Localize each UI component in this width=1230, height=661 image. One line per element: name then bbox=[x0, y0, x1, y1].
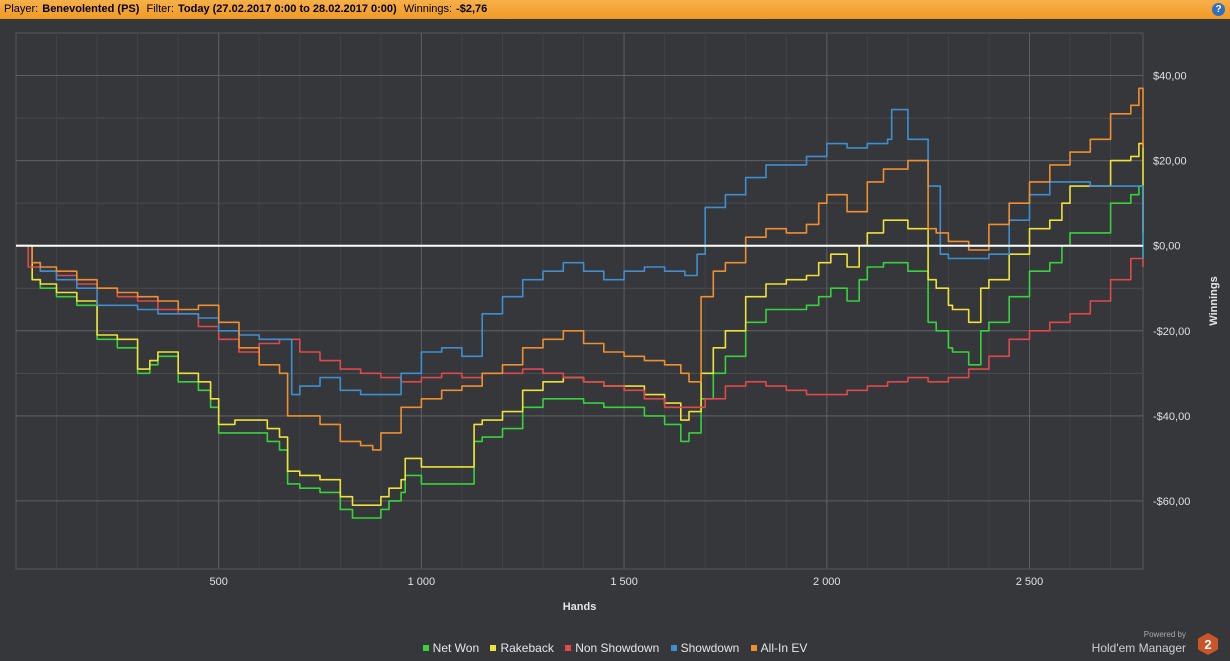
y-axis-ticks: $40,00 $20,00 $0,00 -$20,00 -$40,00 -$60,00 bbox=[1153, 71, 1190, 508]
x-tick-label: 2 000 bbox=[813, 576, 841, 588]
y-tick-label: $20,00 bbox=[1153, 156, 1187, 168]
x-tick-label: 2 500 bbox=[1016, 576, 1044, 588]
plot-area bbox=[15, 32, 1144, 570]
x-axis-ticks: 500 1 000 1 500 2 000 2 500 bbox=[210, 576, 1044, 588]
filter-label: Filter: bbox=[146, 3, 175, 15]
series-lines bbox=[16, 87, 1144, 519]
hem2-logo-icon: 2 bbox=[1198, 633, 1218, 655]
y-tick-label: $40,00 bbox=[1153, 71, 1187, 83]
winnings-value: -$2,76 bbox=[456, 3, 488, 15]
series-line-all-in-ev bbox=[16, 87, 1144, 451]
y-tick-label: -$40,00 bbox=[1153, 411, 1190, 423]
legend-swatch bbox=[670, 645, 677, 651]
legend-label: Net Won bbox=[432, 641, 480, 655]
filter-value: Today (27.02.2017 0:00 to 28.02.2017 0:0… bbox=[178, 3, 397, 15]
filter-header-bar: Player: Benevolented (PS) Filter: Today (2… bbox=[0, 0, 1230, 19]
chart-legend: Net Won Rakeback Non Showdown Showdown A… bbox=[0, 641, 1230, 655]
legend-label: Rakeback bbox=[500, 641, 554, 655]
legend-item-showdown[interactable]: Showdown bbox=[670, 641, 740, 655]
chart-grid bbox=[15, 32, 1144, 570]
legend-swatch bbox=[565, 645, 572, 651]
legend-item-non-showdown[interactable]: Non Showdown bbox=[565, 641, 659, 655]
y-tick-label: -$60,00 bbox=[1153, 496, 1190, 508]
legend-label: Showdown bbox=[680, 641, 740, 655]
product-name: Hold'em Manager bbox=[1091, 641, 1186, 655]
legend-item-net-won[interactable]: Net Won bbox=[422, 641, 480, 655]
powered-by-text: Powered by bbox=[1143, 630, 1186, 639]
player-value: Benevolented (PS) bbox=[42, 3, 140, 15]
x-tick-label: 1 500 bbox=[610, 576, 638, 588]
legend-swatch bbox=[422, 645, 429, 651]
powered-by-badge: Powered by Hold'em Manager 2 bbox=[1080, 628, 1220, 658]
x-tick-label: 500 bbox=[210, 576, 228, 588]
winnings-chart: 500 1 000 1 500 2 000 2 500 $40,00 $20,00 $0,0… bbox=[15, 32, 1220, 613]
logo-badge-text: 2 bbox=[1204, 637, 1211, 652]
y-tick-label: $0,00 bbox=[1153, 241, 1181, 253]
legend-label: All-In EV bbox=[760, 641, 808, 655]
legend-label: Non Showdown bbox=[575, 641, 660, 655]
legend-item-rakeback[interactable]: Rakeback bbox=[490, 641, 554, 655]
y-axis-label: Winnings bbox=[1208, 276, 1220, 325]
help-icon[interactable]: ? bbox=[1212, 3, 1225, 16]
legend-item-all-in-ev[interactable]: All-In EV bbox=[750, 641, 808, 655]
player-label: Player: bbox=[4, 3, 39, 15]
legend-swatch bbox=[750, 645, 757, 651]
y-tick-label: -$20,00 bbox=[1153, 326, 1190, 338]
legend-swatch bbox=[490, 645, 497, 651]
x-tick-label: 1 000 bbox=[408, 576, 436, 588]
winnings-label: Winnings: bbox=[403, 3, 453, 15]
x-axis-label: Hands bbox=[563, 601, 597, 613]
